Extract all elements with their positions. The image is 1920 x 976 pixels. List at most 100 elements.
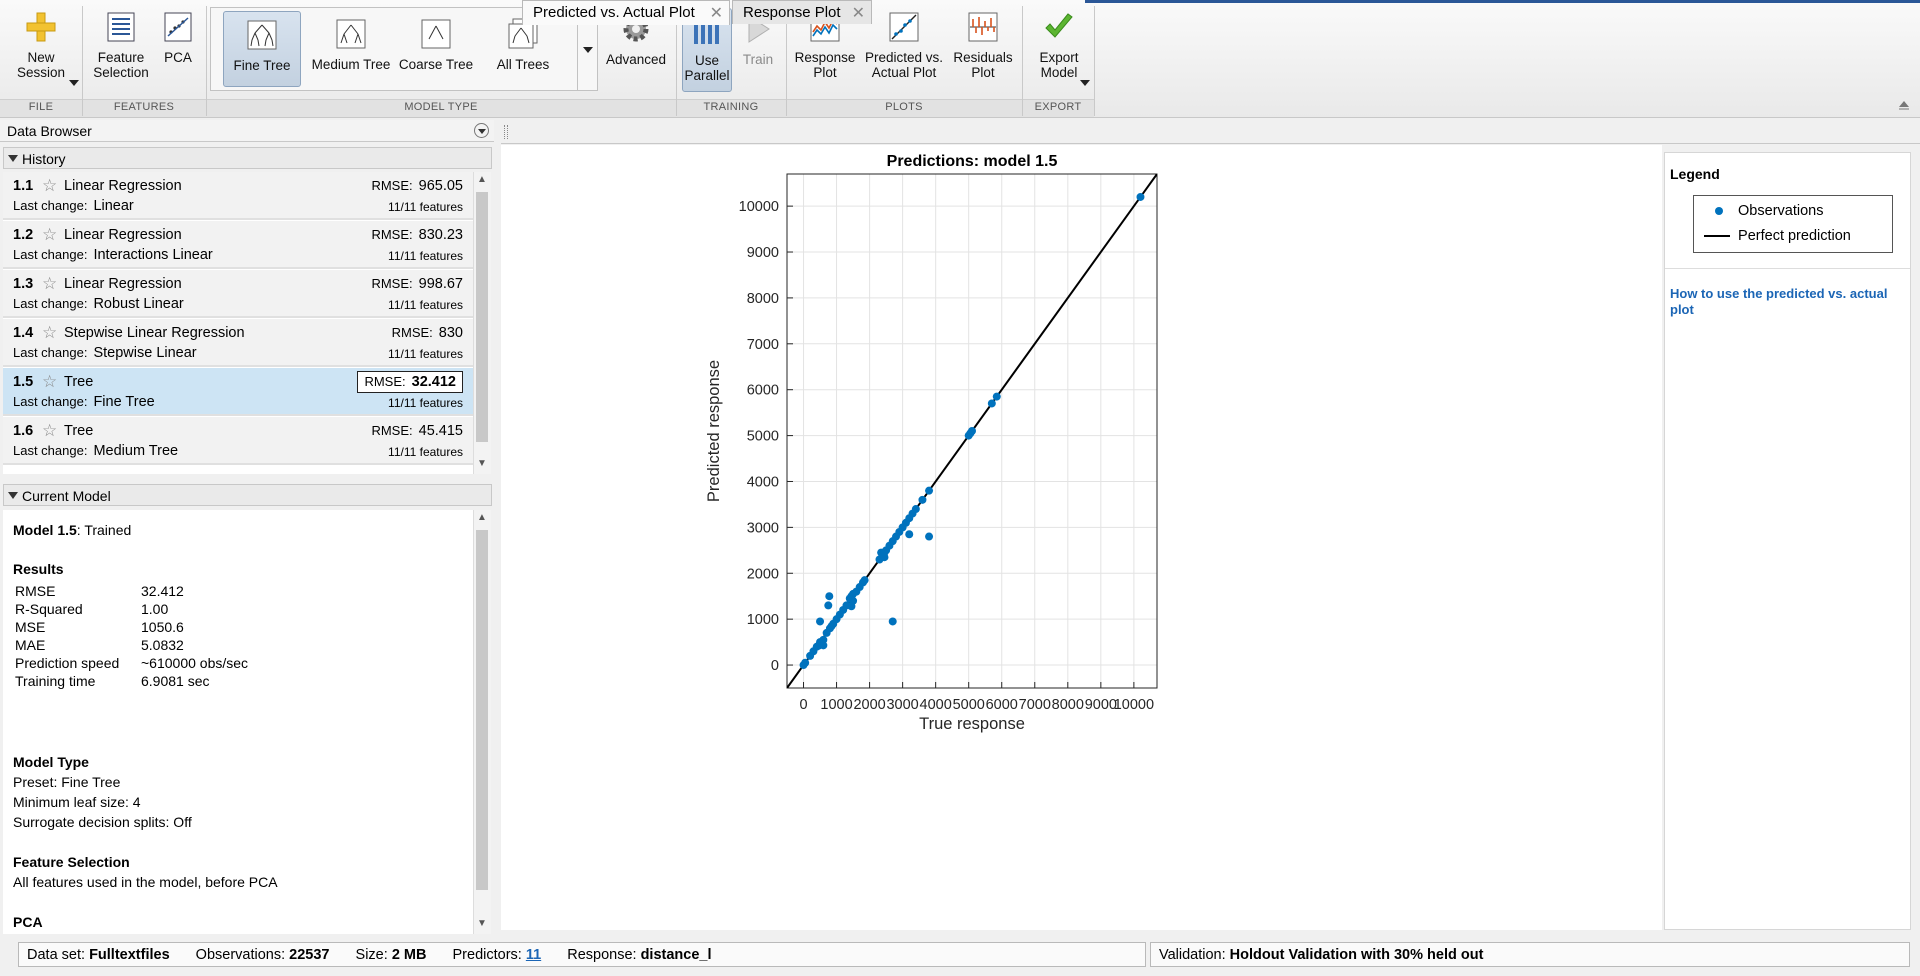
legend-title: Legend bbox=[1670, 166, 1720, 182]
scroll-up-icon[interactable]: ▲ bbox=[477, 512, 487, 523]
new-session-chevron-down-icon[interactable] bbox=[69, 80, 79, 86]
plot-tab-bar bbox=[501, 120, 1920, 144]
history-row-1-1[interactable]: 1.1 ☆ Linear Regression Last change: Linear R… bbox=[3, 172, 473, 220]
gallery-fine-tree[interactable]: Fine Tree bbox=[223, 11, 301, 87]
export-model-chevron-down-icon[interactable] bbox=[1080, 80, 1090, 86]
observation-point[interactable] bbox=[925, 486, 934, 495]
result-key: MSE bbox=[15, 619, 46, 635]
history-list: 1.1 ☆ Linear Regression Last change: Linear R… bbox=[3, 172, 473, 474]
last-change: Last change: Linear bbox=[13, 198, 134, 214]
result-row: RMSE 32.412 bbox=[15, 583, 184, 599]
close-icon[interactable]: ✕ bbox=[851, 5, 865, 22]
model-type: Stepwise Linear Regression bbox=[64, 325, 245, 341]
scroll-down-icon[interactable]: ▼ bbox=[477, 458, 487, 469]
observation-point[interactable] bbox=[918, 495, 927, 504]
dot-marker-icon bbox=[1704, 204, 1734, 218]
residuals-plot-button[interactable]: Residuals Plot bbox=[950, 10, 1016, 94]
star-icon[interactable]: ☆ bbox=[42, 225, 58, 244]
observation-point[interactable] bbox=[860, 576, 869, 585]
observation-point[interactable] bbox=[968, 427, 976, 435]
observation-point[interactable] bbox=[825, 592, 834, 601]
history-section-toggle[interactable]: History bbox=[3, 147, 492, 169]
close-icon[interactable]: ✕ bbox=[709, 5, 723, 22]
gallery-all-trees[interactable]: All Trees bbox=[484, 17, 562, 87]
star-icon[interactable]: ☆ bbox=[42, 323, 58, 342]
result-key: R-Squared bbox=[15, 601, 83, 617]
observation-point[interactable] bbox=[824, 601, 833, 610]
dataset-info: Data set: Fulltextfiles bbox=[27, 947, 170, 963]
legend-observations-label: Observations bbox=[1738, 203, 1824, 219]
model-number: 1.1 bbox=[13, 178, 34, 194]
star-icon[interactable]: ☆ bbox=[42, 274, 58, 293]
scroll-down-icon[interactable]: ▼ bbox=[477, 918, 487, 929]
gallery-medium-tree[interactable]: Medium Tree bbox=[309, 17, 393, 87]
observation-point[interactable] bbox=[1136, 192, 1145, 201]
feature-selection-button[interactable]: Feature Selection bbox=[88, 10, 154, 94]
current-model-section-toggle[interactable]: Current Model bbox=[3, 484, 492, 506]
model-number: 1.2 bbox=[13, 227, 34, 243]
history-row-1-2[interactable]: 1.2 ☆ Linear Regression Last change: Interac… bbox=[3, 221, 473, 269]
help-link[interactable]: How to use the predicted vs. actual plot bbox=[1670, 286, 1888, 317]
collapse-triangle-icon bbox=[8, 155, 18, 162]
section-divider bbox=[786, 6, 787, 116]
history-row-1-4[interactable]: 1.4 ☆ Stepwise Linear Regression Last chang… bbox=[3, 319, 473, 367]
pca-button[interactable]: PCA bbox=[158, 10, 198, 94]
tab-label: Predicted vs. Actual Plot bbox=[533, 4, 695, 21]
observation-point[interactable] bbox=[880, 553, 889, 562]
history-row-1-3[interactable]: 1.3 ☆ Linear Regression Last change: Robust … bbox=[3, 270, 473, 318]
observation-point[interactable] bbox=[987, 399, 996, 408]
result-row: R-Squared 1.00 bbox=[15, 601, 168, 617]
observation-point[interactable] bbox=[819, 641, 828, 650]
scroll-thumb[interactable] bbox=[476, 192, 488, 442]
observation-point[interactable] bbox=[816, 617, 825, 626]
model-type: Tree bbox=[64, 374, 94, 390]
predicted-vs-actual-button[interactable]: Predicted vs. Actual Plot bbox=[862, 10, 946, 94]
section-label-export: EXPORT bbox=[1034, 101, 1082, 113]
gallery-coarse-tree[interactable]: Coarse Tree bbox=[397, 17, 475, 87]
data-browser-menu-chevron-down-icon[interactable] bbox=[474, 123, 489, 138]
model-type-heading: Model Type bbox=[13, 754, 89, 770]
gallery-expand-button[interactable] bbox=[577, 7, 598, 91]
result-row: Training time 6.9081 sec bbox=[15, 673, 210, 689]
observation-point[interactable] bbox=[819, 635, 828, 644]
x-tick-label: 9000 bbox=[1085, 697, 1117, 713]
observation-point[interactable] bbox=[801, 658, 810, 667]
result-row: Prediction speed ~610000 obs/sec bbox=[15, 655, 248, 671]
star-icon[interactable]: ☆ bbox=[42, 372, 58, 391]
feature-count: 11/11 features bbox=[388, 200, 463, 214]
observation-point[interactable] bbox=[905, 530, 914, 539]
observation-point[interactable] bbox=[992, 392, 1001, 401]
star-icon[interactable]: ☆ bbox=[42, 421, 58, 440]
history-row-1-6[interactable]: 1.6 ☆ Tree Last change: Medium Tree RMSE: 45.4… bbox=[3, 417, 473, 465]
tab-predicted-vs-actual[interactable]: Predicted vs. Actual Plot ✕ bbox=[522, 0, 730, 25]
model-type: Linear Regression bbox=[64, 227, 182, 243]
model-type-preset: Preset: Fine Tree bbox=[13, 774, 121, 790]
current-model-scrollbar[interactable]: ▲ ▼ bbox=[473, 510, 491, 934]
model-number: 1.6 bbox=[13, 423, 34, 439]
scroll-up-icon[interactable]: ▲ bbox=[477, 174, 487, 185]
observation-point[interactable] bbox=[911, 505, 920, 514]
feature-list-icon bbox=[107, 12, 135, 42]
tab-response-plot[interactable]: Response Plot ✕ bbox=[732, 0, 872, 24]
new-session-button[interactable]: New Session bbox=[4, 10, 78, 94]
scroll-thumb[interactable] bbox=[476, 530, 488, 890]
result-key: Training time bbox=[15, 673, 96, 689]
collapse-toolstrip-icon[interactable] bbox=[1897, 97, 1911, 111]
observation-point[interactable] bbox=[849, 596, 858, 605]
observation-point[interactable] bbox=[925, 532, 934, 541]
feature-count: 11/11 features bbox=[388, 445, 463, 459]
y-tick-label: 9000 bbox=[747, 245, 779, 261]
history-scrollbar[interactable]: ▲ ▼ bbox=[473, 172, 491, 474]
y-tick-label: 7000 bbox=[747, 337, 779, 353]
result-key: MAE bbox=[15, 637, 46, 653]
tab-label: Response Plot bbox=[743, 4, 841, 21]
observation-point[interactable] bbox=[888, 617, 897, 626]
status-bar: Data set: Fulltextfiles Observations: 22… bbox=[0, 940, 1920, 976]
history-row-1-5[interactable]: 1.5 ☆ Tree Last change: Fine Tree RMSE: 32.412… bbox=[3, 368, 473, 416]
model-number: 1.5 bbox=[13, 374, 34, 390]
export-model-button[interactable]: Export Model bbox=[1028, 10, 1090, 94]
predictors-link[interactable]: 11 bbox=[525, 947, 542, 963]
residuals-plot-icon bbox=[968, 12, 998, 42]
star-icon[interactable]: ☆ bbox=[42, 176, 58, 195]
predicted-vs-actual-chart[interactable]: 0 1000 2000 3000 4000 5000 6000 7000 8000 9000100… bbox=[501, 145, 1662, 930]
